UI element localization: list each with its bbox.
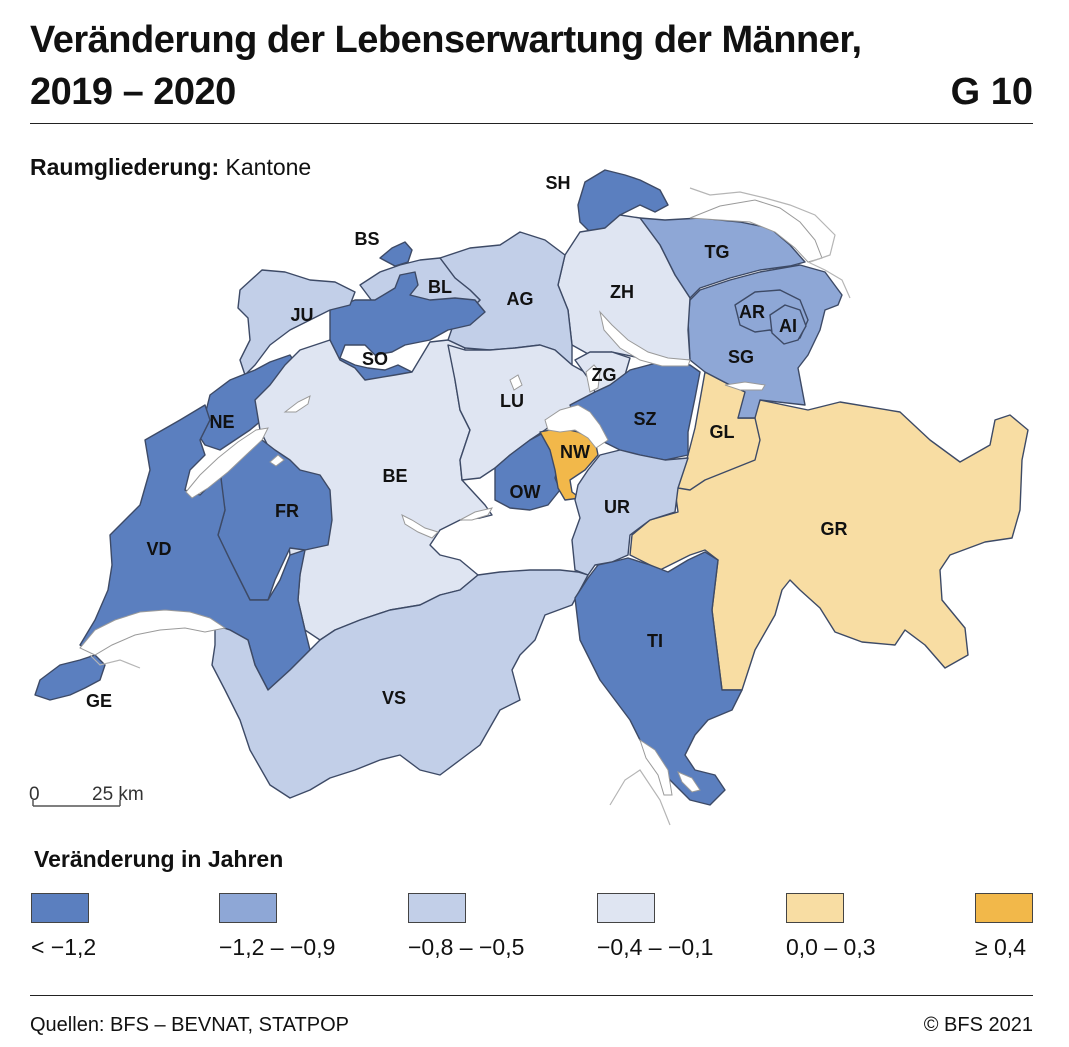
- cantons-layer: [34, 169, 1029, 806]
- lake-zurich: [599, 310, 691, 367]
- canton-label-zh: ZH: [610, 282, 634, 302]
- canton-label-bs: BS: [354, 229, 379, 249]
- canton-labels-layer: SH BS BL JU SO AG ZH TG AR AI SG NE LU ZG SZ GL NW BE FR OW…: [86, 173, 848, 711]
- canton-AI[interactable]: [769, 304, 807, 345]
- lake-lucerne: [544, 404, 609, 449]
- canton-label-vd: VD: [146, 539, 171, 559]
- legend-label-5: 0,0 – 0,3: [786, 934, 876, 960]
- lake-neuchatel: [185, 427, 269, 499]
- canton-label-bl: BL: [428, 277, 452, 297]
- legend-swatch-2: [219, 893, 277, 923]
- canton-GR[interactable]: [629, 399, 1029, 691]
- scale-bar: 0 25 km: [29, 784, 144, 807]
- lake-walen: [724, 381, 766, 391]
- legend-label-2: −1,2 – −0,9: [219, 934, 336, 960]
- lake-sempach: [509, 374, 523, 391]
- canton-UR[interactable]: [571, 449, 689, 576]
- canton-label-sh: SH: [545, 173, 570, 193]
- canton-label-ow: OW: [510, 482, 541, 502]
- footer-rule: [30, 995, 1033, 996]
- header-rule: [30, 123, 1033, 124]
- canton-label-ai: AI: [779, 316, 797, 336]
- canton-label-lu: LU: [500, 391, 524, 411]
- canton-JU[interactable]: [237, 269, 356, 376]
- lake-biel: [283, 395, 311, 413]
- canton-TI[interactable]: [574, 551, 743, 806]
- canton-label-so: SO: [362, 349, 388, 369]
- scale-bar-start: 0: [29, 784, 40, 805]
- canton-label-tg: TG: [705, 242, 730, 262]
- canton-label-fr: FR: [275, 501, 299, 521]
- legend-label-4: −0,4 – −0,1: [597, 934, 714, 960]
- graphic-number: G 10: [950, 71, 1033, 113]
- canton-label-zg: ZG: [592, 365, 617, 385]
- lake-geneva: [79, 609, 227, 656]
- lake-lugano: [677, 771, 701, 793]
- lake-murten: [269, 454, 285, 467]
- legend-swatch-3: [408, 893, 466, 923]
- legend-label-1: < −1,2: [31, 934, 97, 960]
- copyright: © BFS 2021: [923, 1014, 1033, 1036]
- legend-swatch-1: [31, 893, 89, 923]
- chart-title: Veränderung der Lebenserwartung der Männ…: [30, 14, 930, 118]
- canton-label-be: BE: [382, 466, 407, 486]
- lake-zug: [585, 364, 601, 393]
- canton-label-ur: UR: [604, 497, 630, 517]
- title-line-1: Veränderung der Lebenserwartung der Männ…: [30, 19, 862, 61]
- spatial-division-value: Kantone: [225, 154, 312, 180]
- canton-label-ti: TI: [647, 631, 663, 651]
- neighbour-outline: [89, 187, 851, 826]
- canton-VS[interactable]: [211, 569, 589, 799]
- legend-swatch-6: [975, 893, 1033, 923]
- canton-label-sg: SG: [728, 347, 754, 367]
- scale-bar-end: 25 km: [92, 784, 144, 805]
- legend-swatch-5: [786, 893, 844, 923]
- legend-label-6: ≥ 0,4: [975, 934, 1026, 960]
- legend-label-3: −0,8 – −0,5: [408, 934, 525, 960]
- canton-label-ge: GE: [86, 691, 112, 711]
- lake-thun: [401, 514, 439, 539]
- canton-label-ag: AG: [507, 289, 534, 309]
- canton-label-gl: GL: [710, 422, 735, 442]
- lake-maggiore: [639, 738, 673, 796]
- spatial-division-label: Raumgliederung:: [30, 154, 220, 180]
- canton-SG[interactable]: [687, 264, 843, 419]
- canton-label-ne: NE: [209, 412, 234, 432]
- canton-label-ar: AR: [739, 302, 765, 322]
- canton-label-sz: SZ: [633, 409, 656, 429]
- canton-label-gr: GR: [821, 519, 848, 539]
- spatial-division: Raumgliederung: Kantone: [30, 154, 311, 181]
- canton-label-nw: NW: [560, 442, 590, 462]
- title-line-2: 2019 – 2020: [30, 71, 236, 113]
- lakes-layer: [79, 199, 823, 796]
- canton-GE[interactable]: [34, 654, 106, 701]
- canton-OW[interactable]: [494, 431, 561, 511]
- legend-swatch-4: [597, 893, 655, 923]
- canton-label-vs: VS: [382, 688, 406, 708]
- source-note: Quellen: BFS – BEVNAT, STATPOP: [30, 1014, 349, 1036]
- lake-brienz: [459, 507, 494, 521]
- canton-BS[interactable]: [379, 241, 413, 267]
- legend-title: Veränderung in Jahren: [34, 846, 284, 872]
- canton-label-ju: JU: [290, 305, 313, 325]
